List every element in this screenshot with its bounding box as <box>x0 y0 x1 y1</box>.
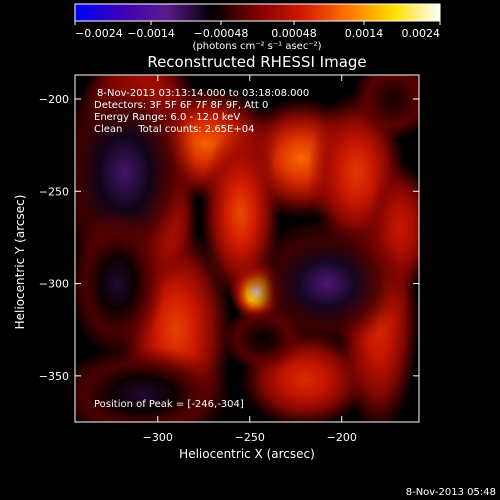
y-tick-label: −250 <box>39 185 69 198</box>
heatmap-negative-source <box>75 210 166 357</box>
y-axis-label: Heliocentric Y (arcsec) <box>13 195 27 330</box>
annotation-energy-range: Energy Range: 6.0 - 12.0 keV <box>94 112 240 123</box>
x-tick-label: −300 <box>143 431 173 444</box>
x-tick-label: −250 <box>235 431 265 444</box>
y-tick-label: −350 <box>39 370 69 383</box>
colorbar-unit-label: (photons cm⁻² s⁻¹ asec⁻²) <box>192 41 321 52</box>
footer-timestamp: 8-Nov-2013 05:48 <box>406 487 496 498</box>
annotation-peak-position: Position of Peak = [-246,-304] <box>94 399 244 410</box>
colorbar <box>74 3 441 22</box>
y-tick-label: −300 <box>39 278 69 291</box>
colorbar-tick-label: −0.0014 <box>127 27 175 40</box>
annotation-clean-counts: Clean Total counts: 2.65E+04 <box>94 124 254 135</box>
x-axis-label: Heliocentric X (arcsec) <box>179 447 315 461</box>
heatmap-negative-source <box>222 306 304 372</box>
heatmap-negative-source <box>352 75 419 140</box>
x-tick-label: −200 <box>327 431 357 444</box>
colorbar-tick-label: 0.00048 <box>271 27 317 40</box>
y-tick-label: −200 <box>39 93 69 106</box>
colorbar-tick-label: 0.0014 <box>345 27 384 40</box>
colorbar-tick-label: 0.0024 <box>402 27 441 40</box>
axis-ticks: −300 −250 −200 −200 −250 −300 −350 <box>39 75 419 444</box>
annotation-time-range: 8-Nov-2013 03:13:14.000 to 03:18:08.000 <box>97 88 309 99</box>
chart-title: Reconstructed RHESSI Image <box>147 53 366 71</box>
colorbar-tick-label: −0.0024 <box>75 27 123 40</box>
heatmap-negative-source <box>75 345 233 422</box>
annotation-detectors: Detectors: 3F 5F 6F 7F 8F 9F, Att 0 <box>94 100 268 111</box>
colorbar-ticks: −0.0024 −0.0014 −0.00048 0.00048 0.0014 0.002… <box>74 21 441 40</box>
heatmap <box>75 75 419 422</box>
plot-frame <box>74 74 420 423</box>
colorbar-tick-label: −0.00048 <box>194 27 249 40</box>
